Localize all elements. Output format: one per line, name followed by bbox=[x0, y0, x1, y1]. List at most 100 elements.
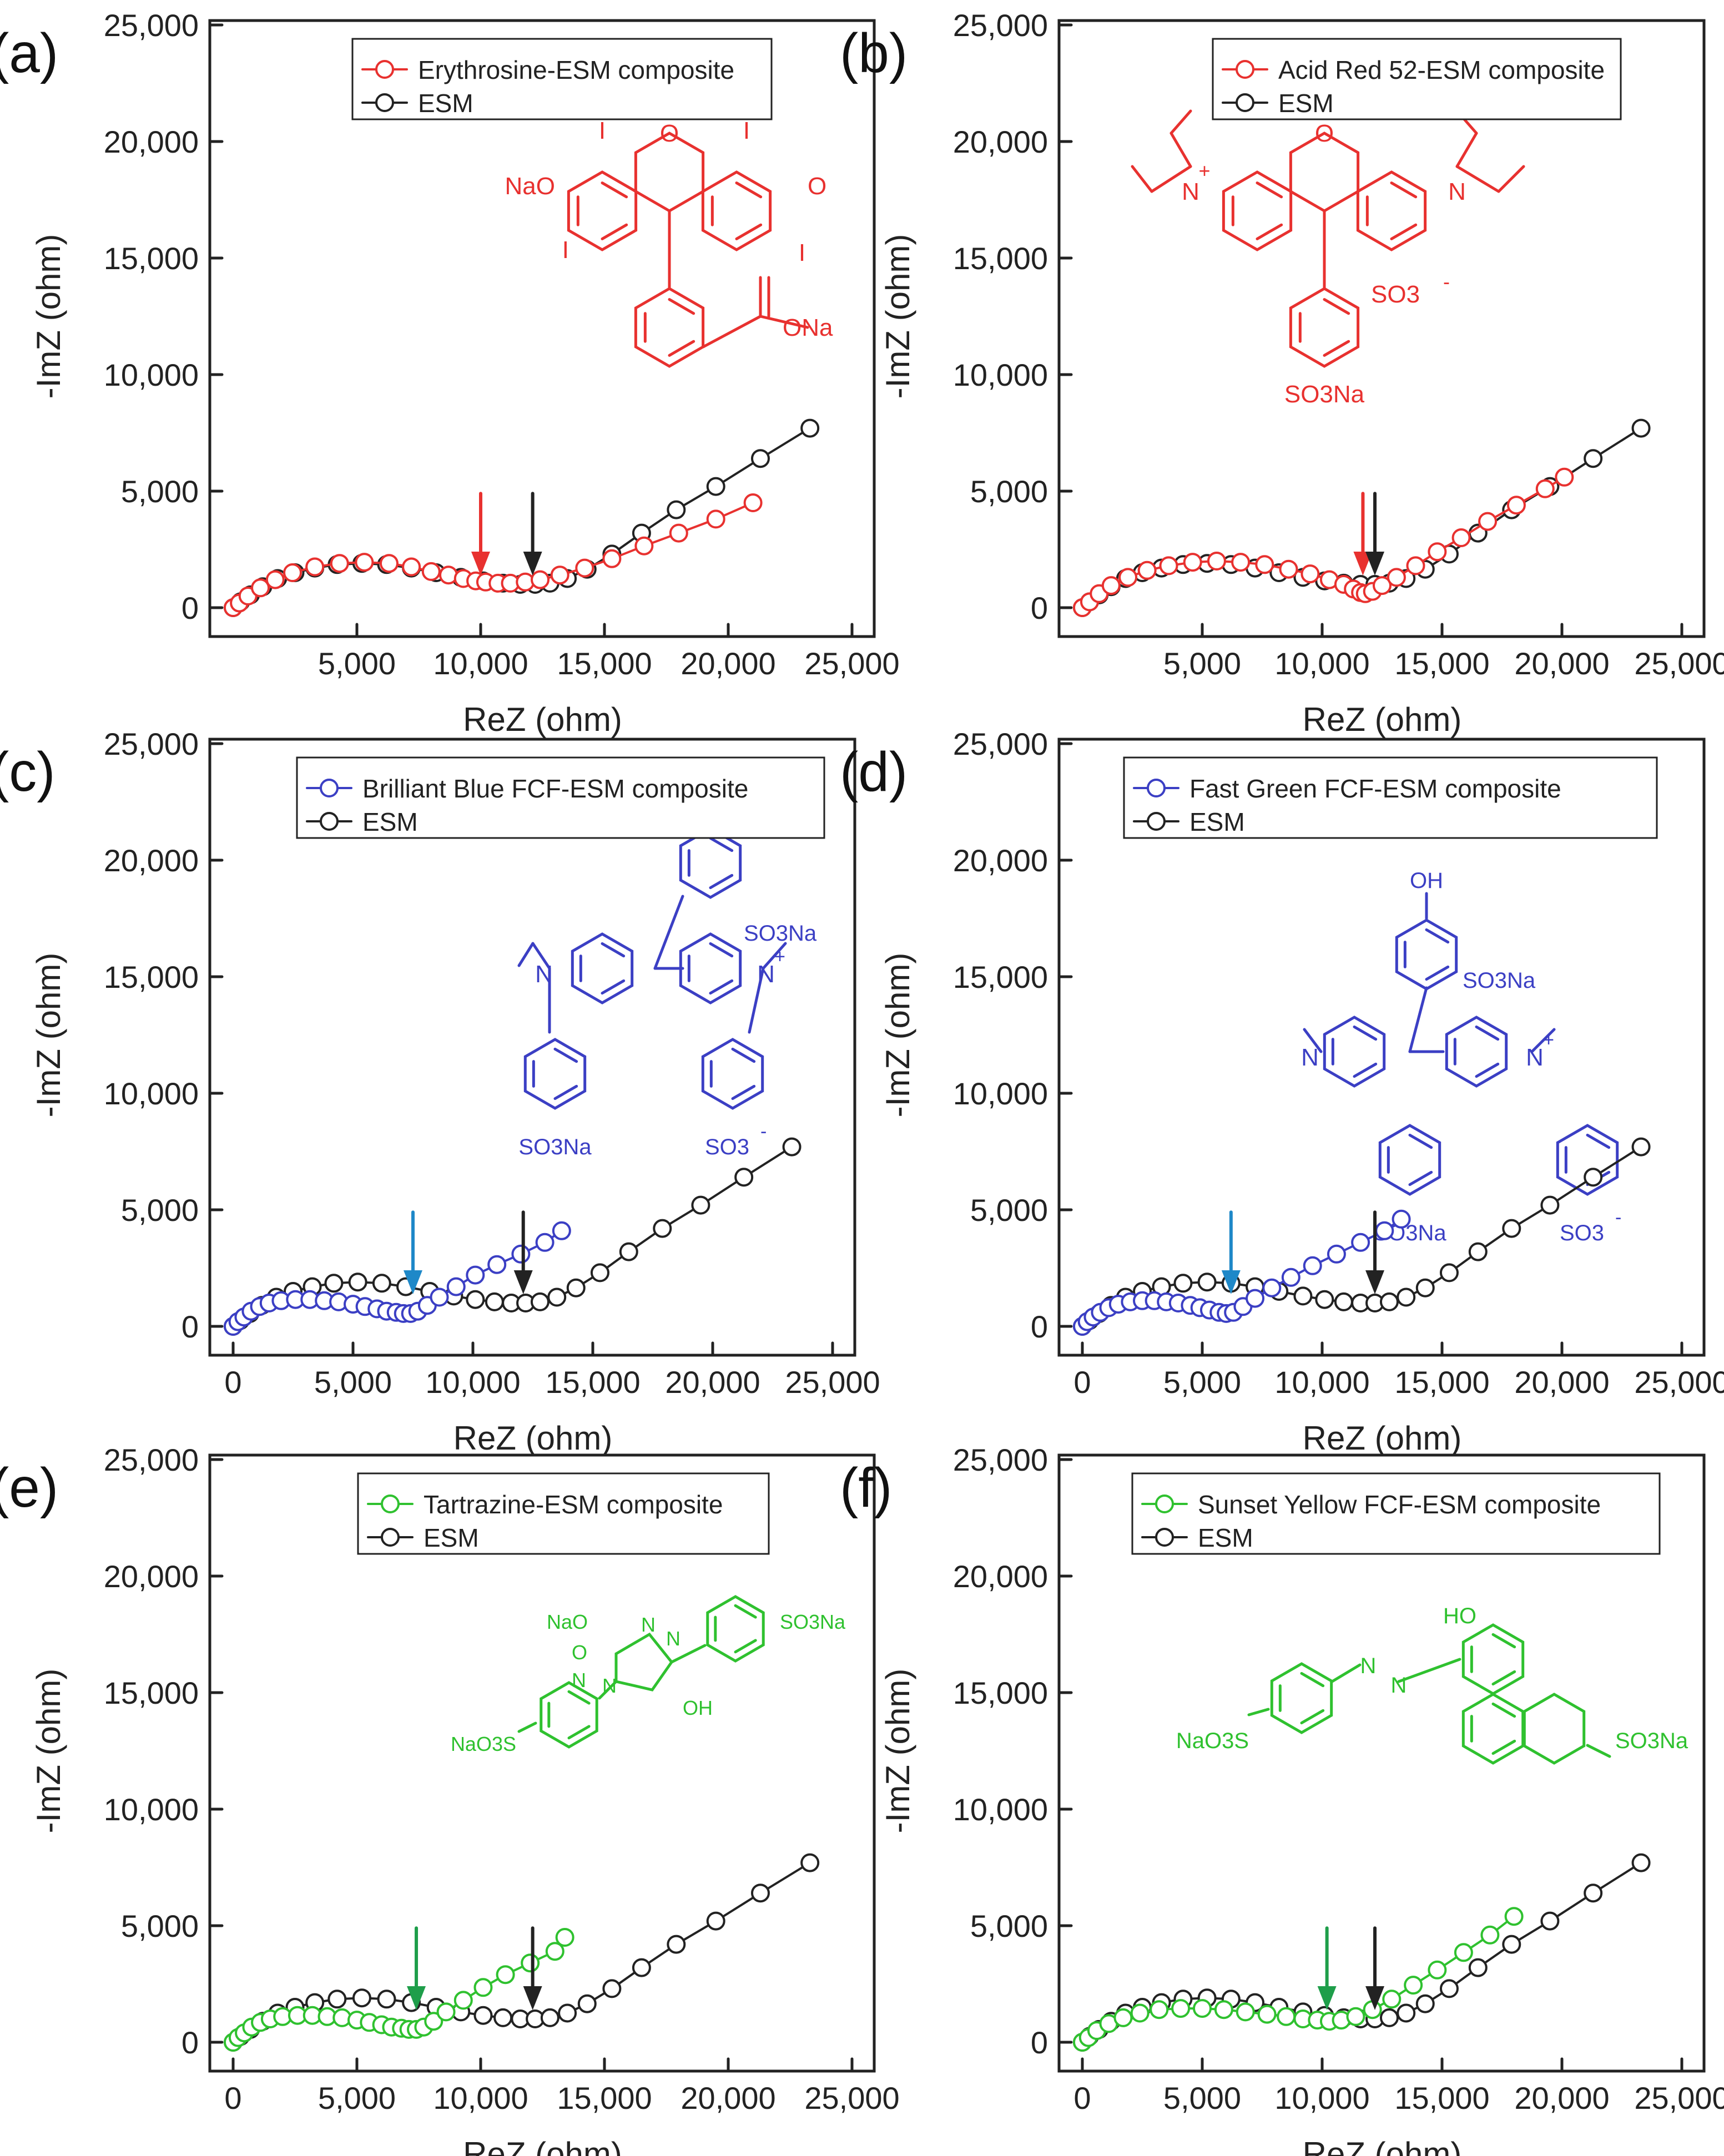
bond bbox=[1150, 165, 1192, 193]
plot-frame bbox=[208, 19, 876, 638]
double-bond bbox=[553, 1047, 578, 1063]
data-point-composite bbox=[552, 1221, 571, 1240]
data-point-composite bbox=[1504, 1907, 1524, 1926]
ring-bond bbox=[679, 932, 742, 1004]
panel-label: (a) bbox=[0, 22, 58, 84]
data-point-composite bbox=[1392, 1209, 1411, 1229]
bond bbox=[670, 1644, 707, 1664]
data-point-esm bbox=[1584, 1884, 1603, 1903]
data-point-composite bbox=[535, 1233, 554, 1252]
structure-label: N bbox=[1360, 1654, 1377, 1678]
data-point-composite bbox=[421, 562, 441, 581]
ring-bond bbox=[1523, 1693, 1586, 1765]
data-point-esm bbox=[800, 1853, 820, 1872]
legend-marker bbox=[381, 1528, 400, 1547]
y-tick-label: 20,000 bbox=[953, 1559, 1048, 1594]
legend-label: Fast Green FCF-ESM composite bbox=[1189, 774, 1561, 803]
data-point-esm bbox=[1397, 1287, 1416, 1307]
ring-bond bbox=[614, 1632, 674, 1692]
y-axis-label: -ImZ (ohm) bbox=[879, 234, 916, 399]
data-point-esm bbox=[1584, 449, 1603, 468]
data-point-composite bbox=[1478, 512, 1498, 531]
data-point-esm bbox=[750, 449, 770, 468]
data-point-composite bbox=[251, 578, 270, 598]
data-point-esm bbox=[493, 2008, 513, 2027]
ring-bond bbox=[701, 1038, 764, 1110]
data-point-esm bbox=[706, 477, 725, 496]
data-point-esm bbox=[558, 2003, 577, 2023]
chart-panel-b: (b) 0 5,000 10,000 15,000 20,000 25,000 5,000 10… bbox=[840, 8, 1724, 738]
bond bbox=[1408, 986, 1428, 1053]
x-tick-label: 20,000 bbox=[1514, 646, 1609, 681]
data-point-esm bbox=[530, 1292, 550, 1311]
data-point-composite bbox=[305, 557, 325, 577]
data-point-composite bbox=[1214, 2000, 1233, 2019]
data-point-composite bbox=[1404, 1976, 1423, 1995]
y-tick-label: 15,000 bbox=[104, 241, 199, 276]
legend-marker bbox=[1236, 60, 1254, 79]
data-point-esm bbox=[372, 1274, 391, 1293]
legend-marker bbox=[381, 1494, 400, 1513]
data-point-esm bbox=[1631, 1853, 1651, 1872]
double-bond bbox=[709, 979, 734, 995]
data-point-composite bbox=[545, 1942, 564, 1961]
data-point-esm bbox=[1502, 1935, 1521, 1954]
legend-marker bbox=[1155, 1494, 1174, 1513]
double-bond bbox=[734, 1604, 757, 1619]
legend-marker bbox=[375, 93, 394, 112]
arrow-head bbox=[407, 1986, 426, 2010]
data-point-esm bbox=[602, 1979, 622, 1998]
double-bond bbox=[731, 1047, 756, 1063]
ring-bond bbox=[571, 932, 634, 1004]
data-point-esm bbox=[632, 1958, 651, 1977]
data-point-composite bbox=[1300, 564, 1320, 584]
bond bbox=[762, 942, 787, 970]
data-point-composite bbox=[379, 554, 399, 573]
data-point-composite bbox=[602, 549, 622, 568]
data-point-composite bbox=[1193, 1999, 1212, 2018]
y-tick-label: 15,000 bbox=[953, 241, 1048, 276]
bond bbox=[1497, 165, 1525, 193]
plot-frame bbox=[1057, 738, 1706, 1357]
bond bbox=[1247, 1708, 1270, 1716]
bond bbox=[759, 315, 809, 329]
x-tick-label: 10,000 bbox=[1274, 1365, 1369, 1400]
panel-label: (c) bbox=[0, 741, 56, 803]
double-bond bbox=[1323, 340, 1350, 357]
structure-label: ONa bbox=[783, 314, 833, 341]
data-point-esm bbox=[1397, 2003, 1416, 2023]
data-point-esm bbox=[1293, 1286, 1313, 1306]
legend: Brilliant Blue FCF-ESM composite ESM bbox=[296, 756, 825, 839]
y-tick-label: 0 bbox=[182, 1309, 199, 1344]
structure-label: SO3 bbox=[705, 1135, 749, 1159]
y-tick-label: 10,000 bbox=[104, 1792, 199, 1827]
data-point-composite bbox=[1171, 1999, 1191, 2018]
bond bbox=[1330, 1663, 1362, 1683]
data-point-esm bbox=[1584, 1168, 1603, 1187]
data-point-composite bbox=[1303, 1256, 1322, 1275]
data-point-esm bbox=[352, 1988, 371, 2008]
data-point-composite bbox=[1375, 1221, 1394, 1240]
structure-label: N bbox=[1301, 1044, 1319, 1071]
structure-label: N bbox=[535, 961, 553, 988]
y-tick-label: 10,000 bbox=[953, 1076, 1048, 1111]
data-point-esm bbox=[566, 1278, 586, 1297]
y-tick-label: 5,000 bbox=[970, 1908, 1048, 1943]
x-tick-label: 25,000 bbox=[804, 2081, 899, 2115]
ring-bond bbox=[634, 287, 705, 368]
structure-label: N bbox=[666, 1627, 680, 1650]
double-bond bbox=[1491, 1633, 1516, 1649]
double-bond bbox=[1323, 298, 1350, 315]
structure-label: + bbox=[1543, 1029, 1554, 1051]
data-point-esm bbox=[1379, 1292, 1399, 1311]
structure-label: NaO3S bbox=[1176, 1729, 1249, 1753]
bond bbox=[653, 895, 684, 970]
x-tick-label: 20,000 bbox=[1514, 1365, 1609, 1400]
data-point-composite bbox=[1373, 576, 1392, 595]
data-point-esm bbox=[324, 1274, 344, 1293]
bond bbox=[517, 942, 535, 967]
double-bond bbox=[1586, 1133, 1611, 1149]
y-tick-label: 0 bbox=[182, 590, 199, 625]
